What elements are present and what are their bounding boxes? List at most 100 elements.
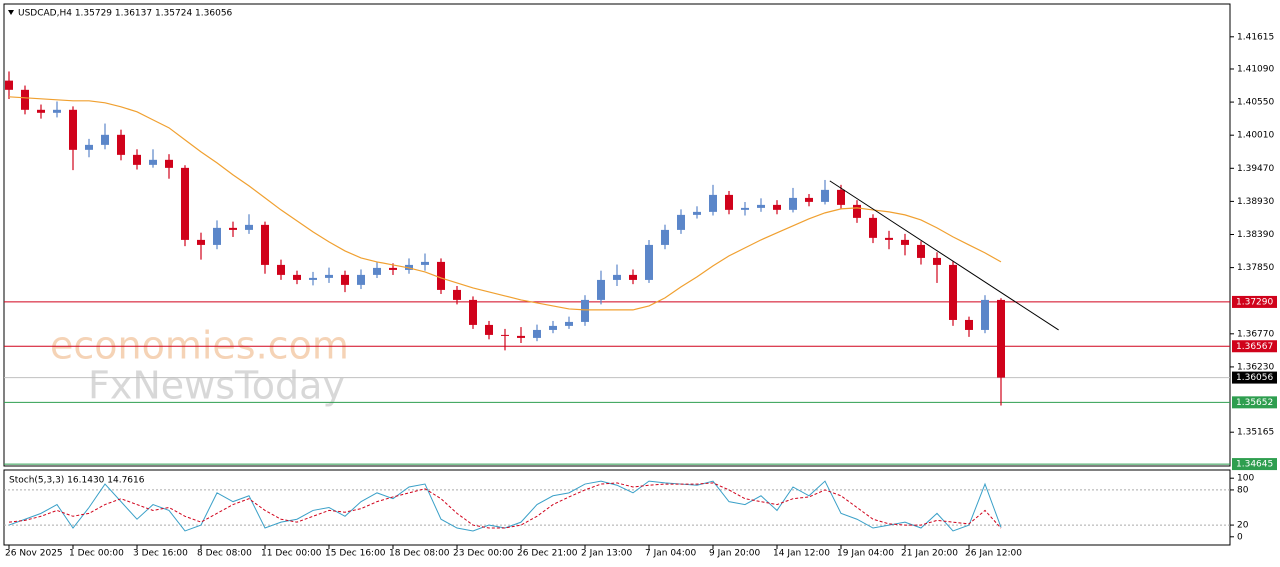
candle-body bbox=[853, 204, 861, 218]
x-tick-label: 15 Dec 16:00 bbox=[325, 549, 386, 559]
x-tick-label: 26 Nov 2025 bbox=[5, 549, 63, 559]
candle-body bbox=[981, 299, 989, 330]
stoch-line bbox=[8, 480, 1002, 532]
candle-body bbox=[805, 197, 813, 202]
x-tick-label: 21 Jan 20:00 bbox=[901, 549, 958, 559]
candle-body bbox=[997, 299, 1005, 378]
candle-body bbox=[101, 134, 109, 145]
candle-body bbox=[245, 224, 253, 230]
x-tick-label: 7 Jan 04:00 bbox=[645, 549, 697, 559]
candle-body bbox=[821, 189, 829, 202]
y-tick-label: 20 bbox=[1237, 521, 1249, 531]
level-label: 1.34645 bbox=[1236, 460, 1273, 470]
moving-average bbox=[8, 96, 1002, 311]
y-tick-label: 1.35165 bbox=[1237, 428, 1274, 438]
candle-body bbox=[661, 229, 669, 245]
candle-body bbox=[341, 274, 349, 285]
candle-body bbox=[949, 264, 957, 320]
x-tick-label: 11 Dec 00:00 bbox=[261, 549, 322, 559]
candle-body bbox=[725, 194, 733, 210]
candle-body bbox=[565, 321, 573, 326]
trendline bbox=[829, 180, 1059, 331]
candle-body bbox=[117, 134, 125, 155]
candle-body bbox=[549, 325, 557, 330]
x-tick-label: 23 Dec 00:00 bbox=[453, 549, 514, 559]
candle-body bbox=[357, 274, 365, 285]
y-tick-label: 1.37850 bbox=[1237, 263, 1274, 273]
stoch-line bbox=[8, 482, 1002, 529]
x-tick-label: 14 Jan 12:00 bbox=[773, 549, 830, 559]
level-label: 1.36056 bbox=[1236, 373, 1273, 383]
menu-arrow[interactable] bbox=[8, 10, 14, 15]
candle-body bbox=[517, 335, 525, 338]
y-tick-label: 1.41090 bbox=[1237, 64, 1274, 74]
y-tick-label: 1.36230 bbox=[1237, 362, 1274, 372]
level-tag bbox=[1232, 371, 1277, 384]
level-label: 1.35652 bbox=[1236, 398, 1273, 408]
candle-body bbox=[869, 217, 877, 238]
candle-body bbox=[789, 197, 797, 210]
candle-body bbox=[597, 279, 605, 300]
candle-body bbox=[373, 267, 381, 275]
candle-body bbox=[389, 267, 397, 270]
candle-body bbox=[757, 204, 765, 208]
candle-body bbox=[261, 224, 269, 265]
candle-body bbox=[629, 274, 637, 280]
candle-body bbox=[581, 299, 589, 322]
candle-body bbox=[437, 261, 445, 290]
symbol-header: USDCAD,H4 1.35729 1.36137 1.35724 1.3605… bbox=[18, 9, 233, 19]
stoch-panel bbox=[3, 469, 1231, 546]
level-tag bbox=[1232, 396, 1277, 409]
candle-body bbox=[69, 109, 77, 150]
y-tick-label: 100 bbox=[1237, 474, 1254, 484]
level-label: 1.37290 bbox=[1236, 297, 1273, 307]
candle-body bbox=[37, 109, 45, 113]
level-tag bbox=[1232, 340, 1277, 353]
y-tick-label: 1.36770 bbox=[1237, 329, 1274, 339]
candle-body bbox=[741, 207, 749, 210]
candle-body bbox=[773, 204, 781, 210]
candle-body bbox=[677, 214, 685, 230]
candle-body bbox=[901, 239, 909, 245]
candle-body bbox=[965, 319, 973, 330]
candle-body bbox=[5, 80, 13, 90]
candle-body bbox=[421, 261, 429, 265]
x-tick-label: 2 Jan 13:00 bbox=[581, 549, 633, 559]
candle-body bbox=[885, 237, 893, 240]
y-tick-label: 1.38930 bbox=[1237, 197, 1274, 207]
candle-body bbox=[709, 194, 717, 212]
x-tick-label: 19 Jan 04:00 bbox=[837, 549, 894, 559]
y-tick-label: 1.39470 bbox=[1237, 164, 1274, 174]
y-tick-label: 0 bbox=[1237, 532, 1243, 542]
watermark: economies.com bbox=[50, 324, 349, 368]
candle-body bbox=[917, 244, 925, 258]
candle-body bbox=[325, 274, 333, 278]
x-tick-label: 8 Dec 08:00 bbox=[197, 549, 252, 559]
candle-body bbox=[197, 239, 205, 245]
candle-body bbox=[165, 159, 173, 168]
candle-body bbox=[645, 244, 653, 280]
candle-body bbox=[501, 334, 509, 336]
candle-body bbox=[213, 227, 221, 245]
candle-body bbox=[533, 329, 541, 338]
y-tick-label: 1.38390 bbox=[1237, 230, 1274, 240]
candle-body bbox=[277, 264, 285, 275]
candle-body bbox=[485, 324, 493, 335]
x-tick-label: 9 Jan 20:00 bbox=[709, 549, 761, 559]
y-tick-label: 1.40010 bbox=[1237, 131, 1274, 141]
x-tick-label: 1 Dec 00:00 bbox=[69, 549, 124, 559]
candle-body bbox=[21, 89, 29, 110]
level-tag bbox=[1232, 295, 1277, 308]
x-tick-label: 26 Jan 12:00 bbox=[965, 549, 1022, 559]
candle-body bbox=[309, 277, 317, 280]
candle-body bbox=[933, 257, 941, 265]
candle-body bbox=[53, 109, 61, 113]
candle-body bbox=[453, 289, 461, 300]
y-tick-label: 1.40550 bbox=[1237, 98, 1274, 108]
candle-body bbox=[469, 299, 477, 325]
level-label: 1.36567 bbox=[1236, 342, 1273, 352]
candle-body bbox=[85, 144, 93, 150]
candle-body bbox=[613, 274, 621, 280]
watermark: FxNewsToday bbox=[88, 364, 345, 408]
